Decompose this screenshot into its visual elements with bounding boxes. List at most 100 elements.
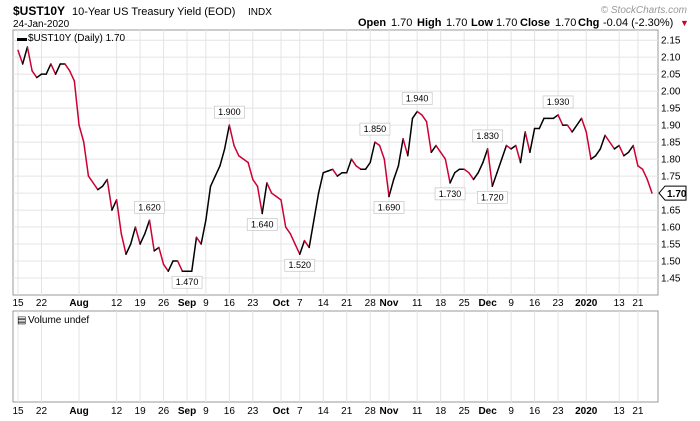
series-segment — [36, 73, 43, 79]
copyright: © StockCharts.com — [601, 5, 687, 16]
series-segment — [444, 158, 451, 184]
series-segment — [472, 171, 479, 181]
y-tick-label: 1.55 — [661, 240, 681, 251]
series-segment — [580, 117, 588, 133]
series-segment — [646, 178, 653, 194]
annotation-label: 1.830 — [476, 131, 499, 141]
x-tick-label: Dec — [478, 406, 497, 417]
x-tick-label: Aug — [69, 298, 88, 309]
series-segment — [336, 171, 343, 177]
close-label: Close — [520, 17, 550, 29]
x-tick-label: 19 — [135, 406, 147, 417]
series-segment — [430, 144, 437, 154]
series-segment — [510, 144, 517, 150]
series-segment — [237, 154, 245, 160]
y-tick-label: 2.00 — [661, 87, 681, 98]
series-segment — [209, 175, 216, 188]
x-tick-label: Sep — [178, 406, 196, 417]
x-tick-label: Nov — [380, 406, 399, 417]
x-tick-label: 21 — [341, 406, 353, 417]
high-label: High — [417, 17, 442, 29]
series-segment — [416, 110, 423, 116]
annotation-label: 1.690 — [378, 202, 401, 212]
y-tick-label: 1.75 — [661, 172, 681, 183]
annotation-box — [359, 122, 391, 136]
series-segment — [557, 114, 564, 126]
x-tick-label: Aug — [69, 406, 88, 417]
series-segment — [449, 171, 456, 184]
y-tick-label: 1.60 — [661, 223, 681, 234]
annotation-box — [434, 187, 466, 201]
series-segment — [585, 131, 592, 160]
annotation-box — [214, 105, 245, 119]
y-tick-label: 1.50 — [661, 257, 681, 268]
open-value: 1.70 — [391, 17, 412, 29]
series-segment — [158, 246, 165, 266]
annotation-label: 1.720 — [481, 192, 504, 202]
series-segment — [176, 260, 184, 272]
x-tick-label: 25 — [459, 298, 471, 309]
series-segment — [289, 233, 296, 245]
series-segment — [73, 80, 80, 126]
series-segment — [261, 182, 268, 215]
series-segment — [552, 114, 559, 120]
series-segment — [594, 148, 602, 157]
series-segment — [205, 185, 212, 222]
series-segment — [454, 168, 461, 174]
series-segment — [425, 120, 433, 154]
annotation-label: 1.640 — [251, 219, 274, 229]
annotation-label: 1.850 — [364, 124, 387, 134]
series-segment — [496, 158, 503, 174]
series-segment — [477, 161, 484, 174]
series-segment — [529, 127, 536, 154]
series-segment — [322, 170, 329, 174]
series-segment — [397, 137, 404, 167]
x-tick-label: 16 — [224, 298, 236, 309]
annotation-box — [373, 201, 405, 214]
series-segment — [21, 46, 29, 65]
annotation-label: 1.520 — [289, 260, 312, 270]
x-tick-label: Oct — [273, 298, 290, 309]
series-segments — [17, 46, 653, 272]
series-segment — [219, 148, 226, 167]
x-tick-label: 7 — [297, 298, 303, 309]
x-tick-label: 9 — [203, 298, 209, 309]
series-segment — [270, 192, 278, 198]
x-tick-label: 13 — [614, 298, 626, 309]
series-segment — [144, 219, 151, 235]
x-tick-label: 9 — [508, 406, 514, 417]
series-segment — [252, 178, 259, 188]
annotation-label: 1.900 — [218, 107, 241, 117]
series-segment — [111, 199, 118, 211]
x-tick-label: 9 — [508, 298, 514, 309]
x-tick-label: 26 — [158, 298, 170, 309]
series-segment — [64, 63, 71, 72]
series-segment — [120, 233, 127, 255]
x-tick-label: 28 — [365, 298, 377, 309]
annotation-label: 1.470 — [176, 277, 199, 287]
annotation-label: 1.730 — [439, 189, 462, 199]
chart-exchange: INDX — [248, 7, 272, 18]
x-tick-label: 21 — [341, 298, 353, 309]
close-value: 1.70 — [555, 17, 576, 29]
series-segment — [78, 124, 85, 143]
series-segment — [468, 171, 475, 181]
x-tick-label: 28 — [365, 406, 377, 417]
x-tick-label: 12 — [111, 406, 123, 417]
series-segment — [421, 114, 428, 123]
series-segment — [223, 124, 231, 150]
x-tick-label: 16 — [224, 406, 236, 417]
x-axis-top: 15 22 Aug 12 19 26 Sep 9 16 23 Oct 7 14 21 28 Nov 11 18 25… — [12, 298, 643, 309]
x-tick-label: 22 — [36, 406, 48, 417]
series-segment — [383, 158, 390, 198]
series-segment — [162, 263, 170, 272]
x-tick-label: 15 — [12, 298, 24, 309]
series-segment — [439, 151, 447, 160]
volume-legend-icon: ▤ — [17, 315, 26, 326]
x-tick-label: 22 — [36, 298, 48, 309]
series-segment — [68, 70, 76, 82]
series-segment — [345, 158, 353, 174]
series-segment — [242, 158, 249, 164]
series-segment — [280, 199, 287, 228]
